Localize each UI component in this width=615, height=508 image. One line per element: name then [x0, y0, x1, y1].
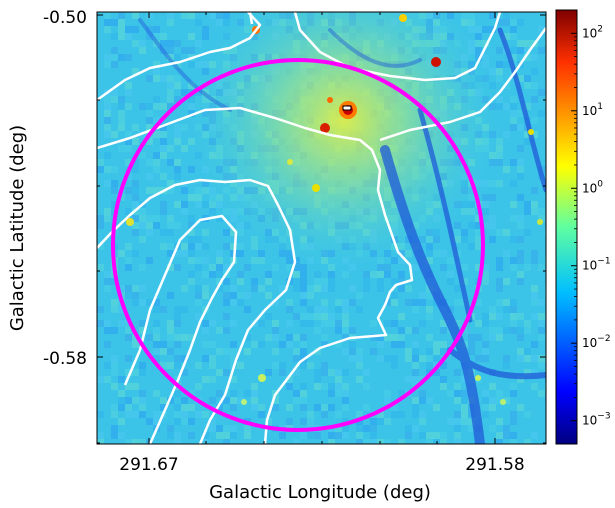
colorbar-tick-label: 102: [582, 24, 603, 40]
axis-ticks: [97, 12, 546, 444]
y-axis-label: Galactic Latitude (deg): [7, 125, 28, 331]
aperture-circle: [111, 58, 485, 432]
sky-image: [97, 12, 546, 444]
colorbar-ticks: 102 101 100 10−1 10−2 10−3: [571, 9, 611, 428]
y-tick-label-top: -0.50: [43, 8, 87, 28]
contour-lines: [97, 12, 546, 444]
colorbar-tick-label: 10−2: [582, 334, 611, 350]
colorbar-tick-label: 10−1: [582, 257, 611, 273]
y-tick-label-bottom: -0.58: [43, 349, 87, 369]
colorbar-tick-label: 101: [582, 102, 603, 118]
dark-filaments: [138, 18, 546, 444]
colorbar: 102 101 100 10−1 10−2 10−3: [555, 9, 611, 445]
colorbar-tick-label: 100: [582, 179, 603, 195]
point-sources: [126, 14, 543, 405]
x-tick-label-left: 291.67: [119, 455, 178, 475]
colorbar-tick-label: 10−3: [582, 412, 611, 428]
x-axis-label: Galactic Longitude (deg): [209, 482, 431, 503]
x-tick-label-right: 291.58: [465, 455, 524, 475]
